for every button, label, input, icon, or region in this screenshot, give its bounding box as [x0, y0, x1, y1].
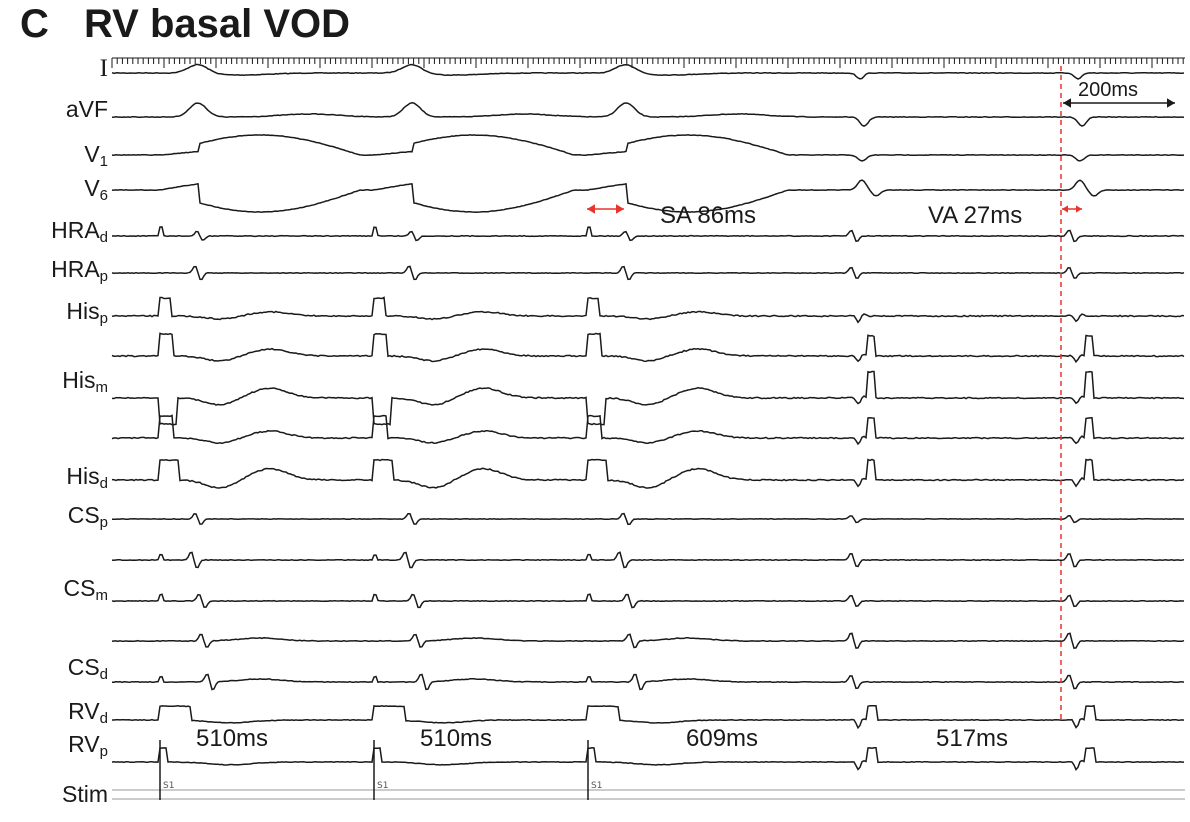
lead-label-csd: CSd — [67, 654, 108, 683]
trace-hism-2 — [111, 370, 1185, 426]
scale-bar-arrow-head-left — [1063, 98, 1071, 108]
panel-title: RV basal VOD — [84, 2, 351, 46]
scale-bar-label: 200ms — [1078, 79, 1139, 101]
trace-lead-v1 — [111, 134, 1185, 162]
trace-rvd — [112, 704, 1185, 730]
trace-hrad — [111, 226, 1185, 243]
time-ruler-ticks — [111, 58, 1184, 68]
interval-label-4: 517ms — [936, 725, 1009, 752]
trace-lead-v6 — [112, 179, 1185, 213]
lead-label-csp: CSp — [67, 502, 108, 531]
trace-csm-1 — [111, 551, 1185, 569]
interval-label-3: 609ms — [686, 725, 759, 752]
va-arrow-head-right — [1076, 205, 1082, 213]
interval-label-1: 510ms — [196, 725, 269, 752]
lead-label-rvd: RVd — [68, 698, 108, 727]
lead-label-csm: CSm — [63, 575, 108, 604]
stim-mark-1: S1 — [163, 781, 174, 791]
stim-mark-2: S1 — [377, 781, 388, 791]
lead-label-rvp: RVp — [68, 731, 108, 760]
trace-lead-i — [111, 63, 1185, 80]
va-arrow-head-left — [1062, 205, 1068, 213]
lead-label-hrap: HRAp — [51, 256, 108, 285]
trace-csd-2 — [112, 673, 1185, 691]
trace-hisp — [111, 296, 1185, 324]
lead-label-avf: aVF — [65, 96, 108, 122]
trace-hism-1 — [111, 332, 1185, 364]
lead-label-hism: Hism — [62, 367, 108, 396]
lead-label-v6: V6 — [84, 175, 108, 204]
sa-arrow-head-left — [587, 204, 595, 214]
sa-arrow-head-right — [616, 204, 624, 214]
trace-csm-2 — [111, 593, 1184, 609]
stim-mark-3: S1 — [591, 781, 602, 791]
trace-lead-avf — [111, 102, 1185, 127]
lead-label-hisp: Hisp — [66, 298, 108, 327]
panel-letter: C — [20, 2, 49, 46]
trace-hrap — [111, 265, 1185, 281]
interval-label-2: 510ms — [420, 725, 493, 752]
lead-label-stim: Stim — [62, 781, 108, 807]
lead-label-i: I — [99, 55, 108, 82]
trace-csp — [112, 512, 1184, 526]
trace-rvp — [111, 747, 1184, 772]
trace-hisd — [111, 458, 1185, 489]
lead-label-hrad: HRAd — [51, 217, 108, 246]
trace-hism-3 — [111, 414, 1185, 446]
lead-label-v1: V1 — [84, 141, 108, 170]
scale-bar-arrow-head-right — [1167, 98, 1175, 108]
trace-csd-1 — [111, 632, 1185, 650]
sa-interval-label: SA 86ms — [660, 202, 757, 229]
va-interval-label: VA 27ms — [928, 202, 1023, 229]
lead-label-hisd: Hisd — [66, 463, 108, 492]
